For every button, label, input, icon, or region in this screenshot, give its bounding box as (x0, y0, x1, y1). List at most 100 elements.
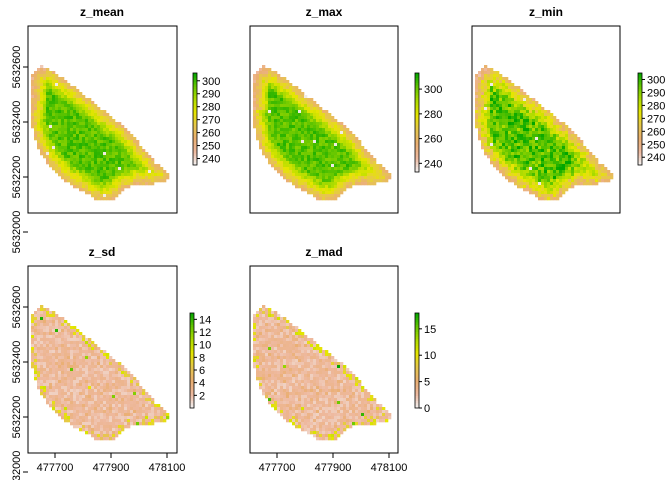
raster-cell (322, 173, 326, 177)
raster-cell (559, 164, 563, 168)
raster-cell (88, 401, 92, 405)
raster-cell (520, 167, 524, 171)
raster-cell (274, 158, 278, 162)
raster-cell (130, 155, 134, 159)
raster-cell (67, 395, 71, 399)
raster-cell (589, 167, 593, 171)
raster-cell (106, 134, 110, 138)
raster-cell (538, 149, 542, 153)
raster-cell (562, 122, 566, 126)
raster-cell (274, 71, 278, 75)
raster-cell (487, 113, 491, 117)
raster-cell (34, 359, 38, 363)
raster-cell (559, 143, 563, 147)
raster-cell (577, 167, 581, 171)
raster-cell (76, 332, 80, 336)
raster-cell (97, 365, 101, 369)
raster-cell (535, 146, 539, 150)
raster-cell (85, 392, 89, 396)
raster-cell (262, 128, 266, 132)
colorbar-segment (193, 123, 197, 127)
raster-cell (88, 407, 92, 411)
colorbar-segment (638, 107, 642, 111)
raster-cell (58, 398, 62, 402)
raster-cell (88, 359, 92, 363)
raster-cell (496, 134, 500, 138)
raster-cell (286, 83, 290, 87)
raster-cell (52, 332, 56, 336)
raster-cell (67, 149, 71, 153)
colorbar-segment (190, 391, 194, 395)
raster-cell (496, 161, 500, 165)
raster-cell (262, 107, 266, 111)
raster-cell (541, 182, 545, 186)
raster-cell (580, 146, 584, 150)
raster-cell (298, 98, 302, 102)
raster-cell (58, 98, 62, 102)
raster-cell (556, 185, 560, 189)
raster-cell (280, 107, 284, 111)
raster-cell (310, 155, 314, 159)
raster-cell (268, 353, 272, 357)
raster-cell (349, 134, 353, 138)
raster-cell (37, 146, 41, 150)
raster-cell (139, 170, 143, 174)
raster-cell (274, 146, 278, 150)
raster-cell (562, 179, 566, 183)
raster-cell (325, 149, 329, 153)
raster-cell (496, 128, 500, 132)
raster-cell (106, 185, 110, 189)
raster-cell (598, 170, 602, 174)
raster-cell (535, 140, 539, 144)
raster-cell (295, 344, 299, 348)
raster-cell (355, 182, 359, 186)
raster-cell (490, 104, 494, 108)
raster-cell (355, 155, 359, 159)
colorbar-segment (415, 169, 419, 173)
raster-cell (40, 92, 44, 96)
raster-cell (340, 152, 344, 156)
colorbar-segment (638, 160, 642, 164)
raster-cell (124, 425, 128, 429)
raster-cell (52, 311, 56, 315)
raster-cell (136, 407, 140, 411)
raster-cell (76, 140, 80, 144)
raster-cell (73, 404, 77, 408)
raster-cell (511, 92, 515, 96)
raster-cell (40, 371, 44, 375)
raster-cell (46, 95, 50, 99)
raster-cell (127, 167, 131, 171)
raster-cell (547, 146, 551, 150)
colorbar-frame (189, 312, 195, 409)
raster-cell (310, 98, 314, 102)
raster-cell (112, 173, 116, 177)
raster-cell (85, 371, 89, 375)
raster-cell (265, 341, 269, 345)
raster-cell (124, 158, 128, 162)
raster-cell (79, 353, 83, 357)
raster-cell (40, 77, 44, 81)
raster-cell (370, 173, 374, 177)
raster-cell (298, 152, 302, 156)
raster-cell (310, 185, 314, 189)
raster-cell (52, 317, 56, 321)
raster-cell (313, 125, 317, 129)
raster-cell (526, 155, 530, 159)
raster-cell (37, 95, 41, 99)
raster-cell (268, 134, 272, 138)
raster-cell (109, 368, 113, 372)
raster-cell (151, 179, 155, 183)
raster-cell (295, 326, 299, 330)
raster-cell (271, 164, 275, 168)
raster-cell (478, 104, 482, 108)
raster-cell (61, 383, 65, 387)
raster-cell (97, 179, 101, 183)
raster-cell (52, 395, 56, 399)
raster-cell (139, 179, 143, 183)
raster-cell (550, 152, 554, 156)
raster-cell (82, 356, 86, 360)
raster-cell (31, 323, 35, 327)
raster-cell (526, 161, 530, 165)
raster-cell (484, 98, 488, 102)
